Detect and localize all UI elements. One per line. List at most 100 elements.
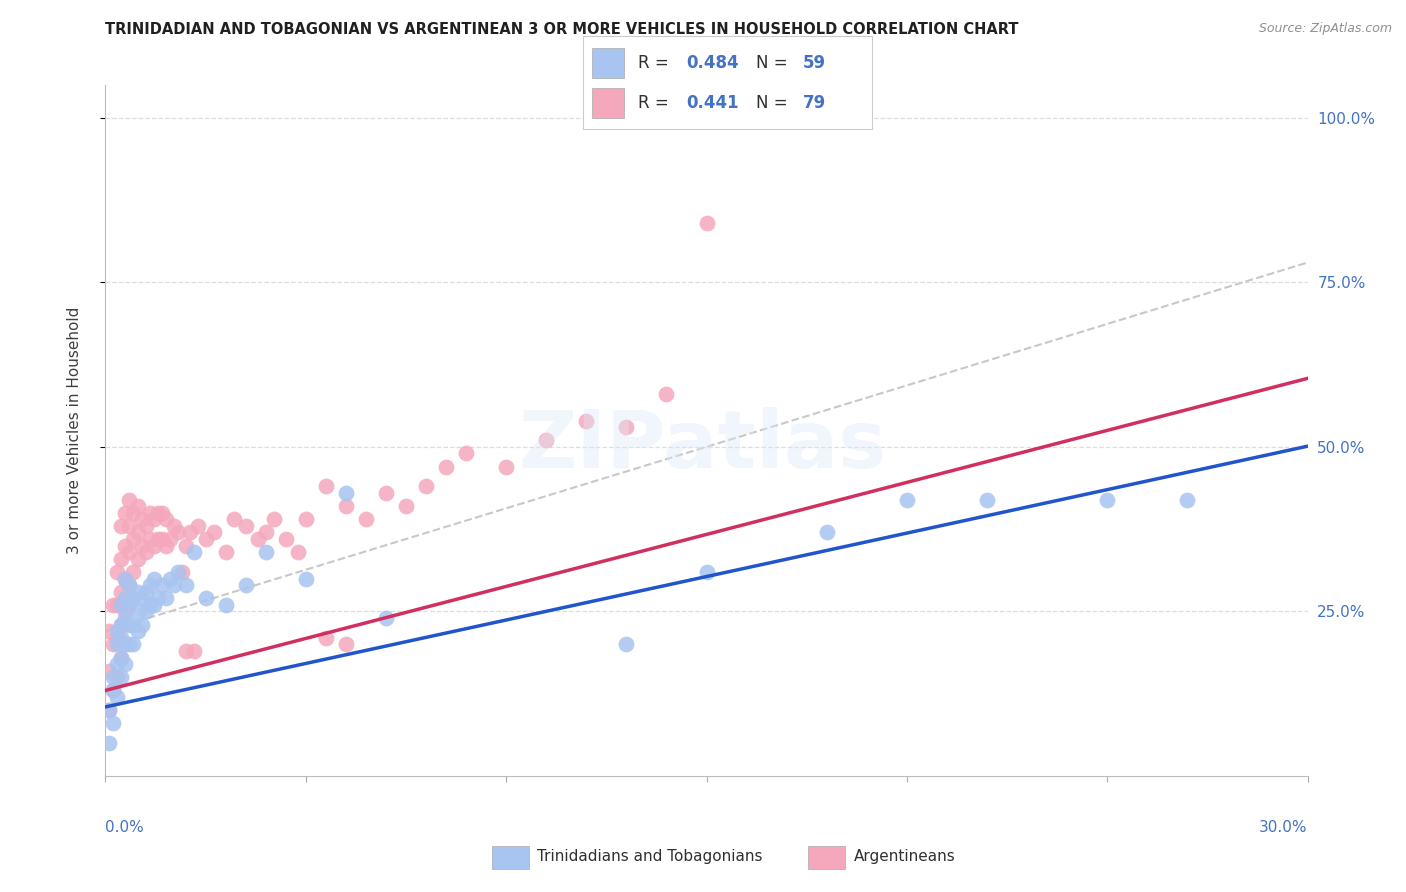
Point	[127, 604, 149, 618]
Point	[98, 703, 121, 717]
Point	[110, 617, 132, 632]
Point	[98, 664, 121, 678]
Point	[142, 539, 165, 553]
Text: 30.0%: 30.0%	[1260, 821, 1308, 835]
Point	[122, 565, 145, 579]
Point	[138, 506, 160, 520]
Text: R =: R =	[638, 54, 675, 72]
Point	[98, 624, 121, 639]
Point	[110, 617, 132, 632]
Point	[295, 572, 318, 586]
Text: Argentineans: Argentineans	[853, 849, 955, 863]
Point	[114, 506, 136, 520]
Point	[135, 604, 157, 618]
Point	[118, 492, 141, 507]
Point	[118, 519, 141, 533]
Point	[395, 499, 418, 513]
Point	[118, 578, 141, 592]
Point	[107, 637, 129, 651]
Point	[159, 532, 181, 546]
Point	[194, 591, 217, 606]
Point	[146, 532, 169, 546]
Point	[183, 644, 205, 658]
Point	[107, 670, 129, 684]
Point	[122, 532, 145, 546]
Point	[616, 637, 638, 651]
Point	[315, 479, 337, 493]
Point	[159, 572, 181, 586]
Point	[335, 486, 357, 500]
Point	[495, 459, 517, 474]
Point	[434, 459, 457, 474]
Point	[118, 637, 141, 651]
FancyBboxPatch shape	[592, 88, 624, 118]
Point	[696, 565, 718, 579]
Point	[107, 598, 129, 612]
Point	[103, 716, 125, 731]
Point	[150, 578, 173, 592]
Point	[114, 572, 136, 586]
Point	[183, 545, 205, 559]
Point	[107, 657, 129, 672]
Point	[135, 545, 157, 559]
Point	[1097, 492, 1119, 507]
Point	[118, 545, 141, 559]
Point	[138, 578, 160, 592]
Point	[235, 519, 257, 533]
Text: ZIPatlas: ZIPatlas	[519, 407, 887, 485]
Point	[127, 499, 149, 513]
Point	[150, 506, 173, 520]
Y-axis label: 3 or more Vehicles in Household: 3 or more Vehicles in Household	[67, 307, 82, 554]
Point	[114, 637, 136, 651]
Point	[114, 604, 136, 618]
Point	[374, 486, 398, 500]
Point	[138, 532, 160, 546]
Point	[335, 499, 357, 513]
Point	[287, 545, 309, 559]
Point	[103, 637, 125, 651]
Text: 0.441: 0.441	[686, 95, 738, 112]
Point	[114, 657, 136, 672]
Point	[127, 525, 149, 540]
Point	[335, 637, 357, 651]
Point	[122, 591, 145, 606]
Point	[107, 631, 129, 645]
Point	[127, 551, 149, 566]
Text: Trinidadians and Tobagonians: Trinidadians and Tobagonians	[537, 849, 762, 863]
Point	[110, 631, 132, 645]
Point	[122, 506, 145, 520]
Point	[222, 512, 245, 526]
Point	[166, 565, 188, 579]
Point	[110, 584, 132, 599]
Point	[696, 216, 718, 230]
Point	[254, 545, 277, 559]
Point	[976, 492, 998, 507]
Point	[1177, 492, 1199, 507]
Point	[246, 532, 269, 546]
Text: R =: R =	[638, 95, 675, 112]
Point	[575, 413, 598, 427]
Point	[98, 703, 121, 717]
Point	[131, 539, 153, 553]
Point	[107, 690, 129, 704]
Point	[110, 650, 132, 665]
Point	[415, 479, 437, 493]
Point	[274, 532, 297, 546]
Point	[179, 525, 201, 540]
Point	[295, 512, 318, 526]
Point	[103, 683, 125, 698]
Point	[616, 420, 638, 434]
Point	[122, 637, 145, 651]
Point	[155, 512, 177, 526]
Point	[142, 572, 165, 586]
Point	[118, 598, 141, 612]
Point	[174, 539, 197, 553]
Point	[118, 578, 141, 592]
Point	[122, 617, 145, 632]
Point	[131, 512, 153, 526]
Point	[103, 670, 125, 684]
Point	[131, 591, 153, 606]
Point	[263, 512, 285, 526]
Point	[815, 525, 838, 540]
Point	[194, 532, 217, 546]
